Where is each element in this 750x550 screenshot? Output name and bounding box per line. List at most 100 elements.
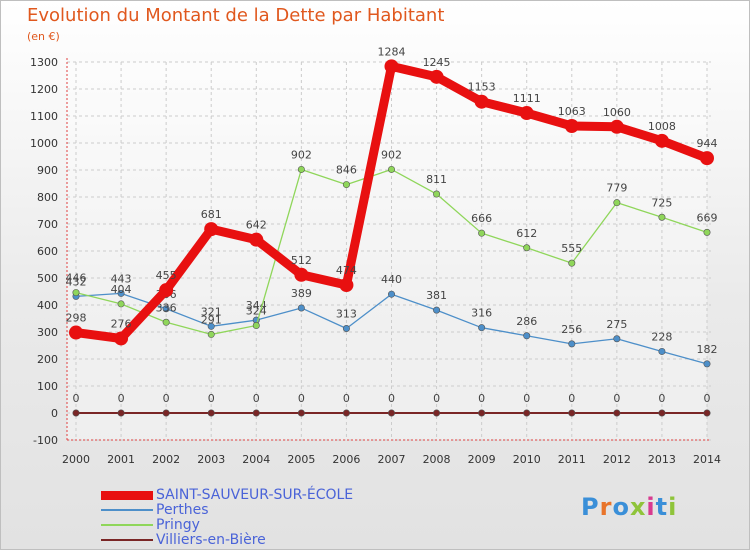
legend-label: Perthes <box>156 502 209 518</box>
data-label: 432 <box>66 275 87 288</box>
data-point <box>609 119 624 134</box>
logo-letter: i <box>646 493 656 521</box>
data-label: 381 <box>426 289 447 302</box>
data-label: 0 <box>343 392 350 405</box>
data-point <box>703 228 711 236</box>
data-point <box>69 325 83 340</box>
data-point <box>613 409 621 417</box>
data-label: 902 <box>291 148 312 161</box>
x-tick-label: 2013 <box>648 453 676 466</box>
data-label: 0 <box>478 392 485 405</box>
x-tick-label: 2001 <box>107 453 135 466</box>
data-point <box>658 347 666 355</box>
data-point <box>387 290 395 298</box>
data-point <box>204 222 219 237</box>
data-point <box>703 360 711 368</box>
data-point <box>294 267 309 282</box>
data-point <box>519 106 534 121</box>
data-point <box>297 165 305 173</box>
data-label: 1008 <box>648 120 676 133</box>
data-point <box>568 259 576 267</box>
legend-swatch <box>101 524 153 526</box>
data-label: 0 <box>298 392 305 405</box>
x-tick-label: 2008 <box>423 453 451 466</box>
data-point <box>384 59 399 74</box>
data-label: 811 <box>426 173 447 186</box>
x-tick-label: 2003 <box>197 453 225 466</box>
data-point <box>474 94 489 109</box>
data-label: 0 <box>658 392 665 405</box>
data-label: 275 <box>606 318 627 331</box>
data-label: 0 <box>253 392 260 405</box>
y-tick-label: 500 <box>37 272 58 285</box>
data-label: 0 <box>433 392 440 405</box>
data-label: 642 <box>246 219 267 232</box>
x-tick-label: 2006 <box>332 453 360 466</box>
data-point <box>613 199 621 207</box>
data-point <box>523 409 531 417</box>
data-label: 316 <box>471 307 492 320</box>
data-label: 0 <box>568 392 575 405</box>
data-point <box>72 289 80 297</box>
y-tick-label: 1200 <box>30 83 58 96</box>
legend-swatch <box>101 509 153 511</box>
data-label: 0 <box>208 392 215 405</box>
data-label: 182 <box>697 343 718 356</box>
x-tick-label: 2000 <box>62 453 90 466</box>
data-point <box>478 229 486 237</box>
data-point <box>387 165 395 173</box>
data-point <box>297 304 305 312</box>
x-tick-label: 2011 <box>558 453 586 466</box>
data-point <box>433 306 441 314</box>
legend-label: Villiers-en-Bière <box>156 532 266 548</box>
data-label: 725 <box>651 196 672 209</box>
data-label: 779 <box>606 182 627 195</box>
legend-swatch <box>101 539 153 541</box>
data-point <box>523 244 531 252</box>
data-label: 669 <box>697 211 718 224</box>
data-point <box>658 409 666 417</box>
data-point <box>252 322 260 330</box>
data-label: 1063 <box>558 105 586 118</box>
proxiti-logo: Proxiti <box>581 493 677 521</box>
data-label: 336 <box>156 301 177 314</box>
data-label: 902 <box>381 148 402 161</box>
data-label: 612 <box>516 227 537 240</box>
data-point <box>162 318 170 326</box>
data-label: 512 <box>291 254 312 267</box>
data-point <box>387 409 395 417</box>
y-tick-label: 1100 <box>30 110 58 123</box>
data-label: 1245 <box>423 56 451 69</box>
data-point <box>568 409 576 417</box>
data-point <box>429 69 444 84</box>
data-label: 0 <box>118 392 125 405</box>
y-tick-label: 200 <box>37 353 58 366</box>
data-point <box>207 322 215 330</box>
data-point <box>252 409 260 417</box>
data-point <box>297 409 305 417</box>
y-tick-label: -100 <box>33 434 58 447</box>
data-point <box>207 409 215 417</box>
y-tick-label: 800 <box>37 191 58 204</box>
data-label: 474 <box>336 264 357 277</box>
y-tick-label: 1000 <box>30 137 58 150</box>
logo-letter: i <box>668 493 678 521</box>
logo-letter: t <box>655 493 669 521</box>
data-point <box>249 232 264 247</box>
logo-letter: r <box>599 493 613 521</box>
legend-swatch <box>101 491 153 500</box>
data-label: 455 <box>156 269 177 282</box>
y-tick-label: 700 <box>37 218 58 231</box>
data-label: 298 <box>66 312 87 325</box>
chart-unit: (en €) <box>27 30 60 43</box>
x-tick-label: 2005 <box>287 453 315 466</box>
chart-title: Evolution du Montant de la Dette par Hab… <box>27 5 445 26</box>
data-label: 681 <box>201 208 222 221</box>
data-label: 0 <box>163 392 170 405</box>
data-point <box>433 409 441 417</box>
logo-letter: o <box>612 493 630 521</box>
data-point <box>162 305 170 313</box>
data-label: 313 <box>336 307 357 320</box>
data-label: 321 <box>201 305 222 318</box>
